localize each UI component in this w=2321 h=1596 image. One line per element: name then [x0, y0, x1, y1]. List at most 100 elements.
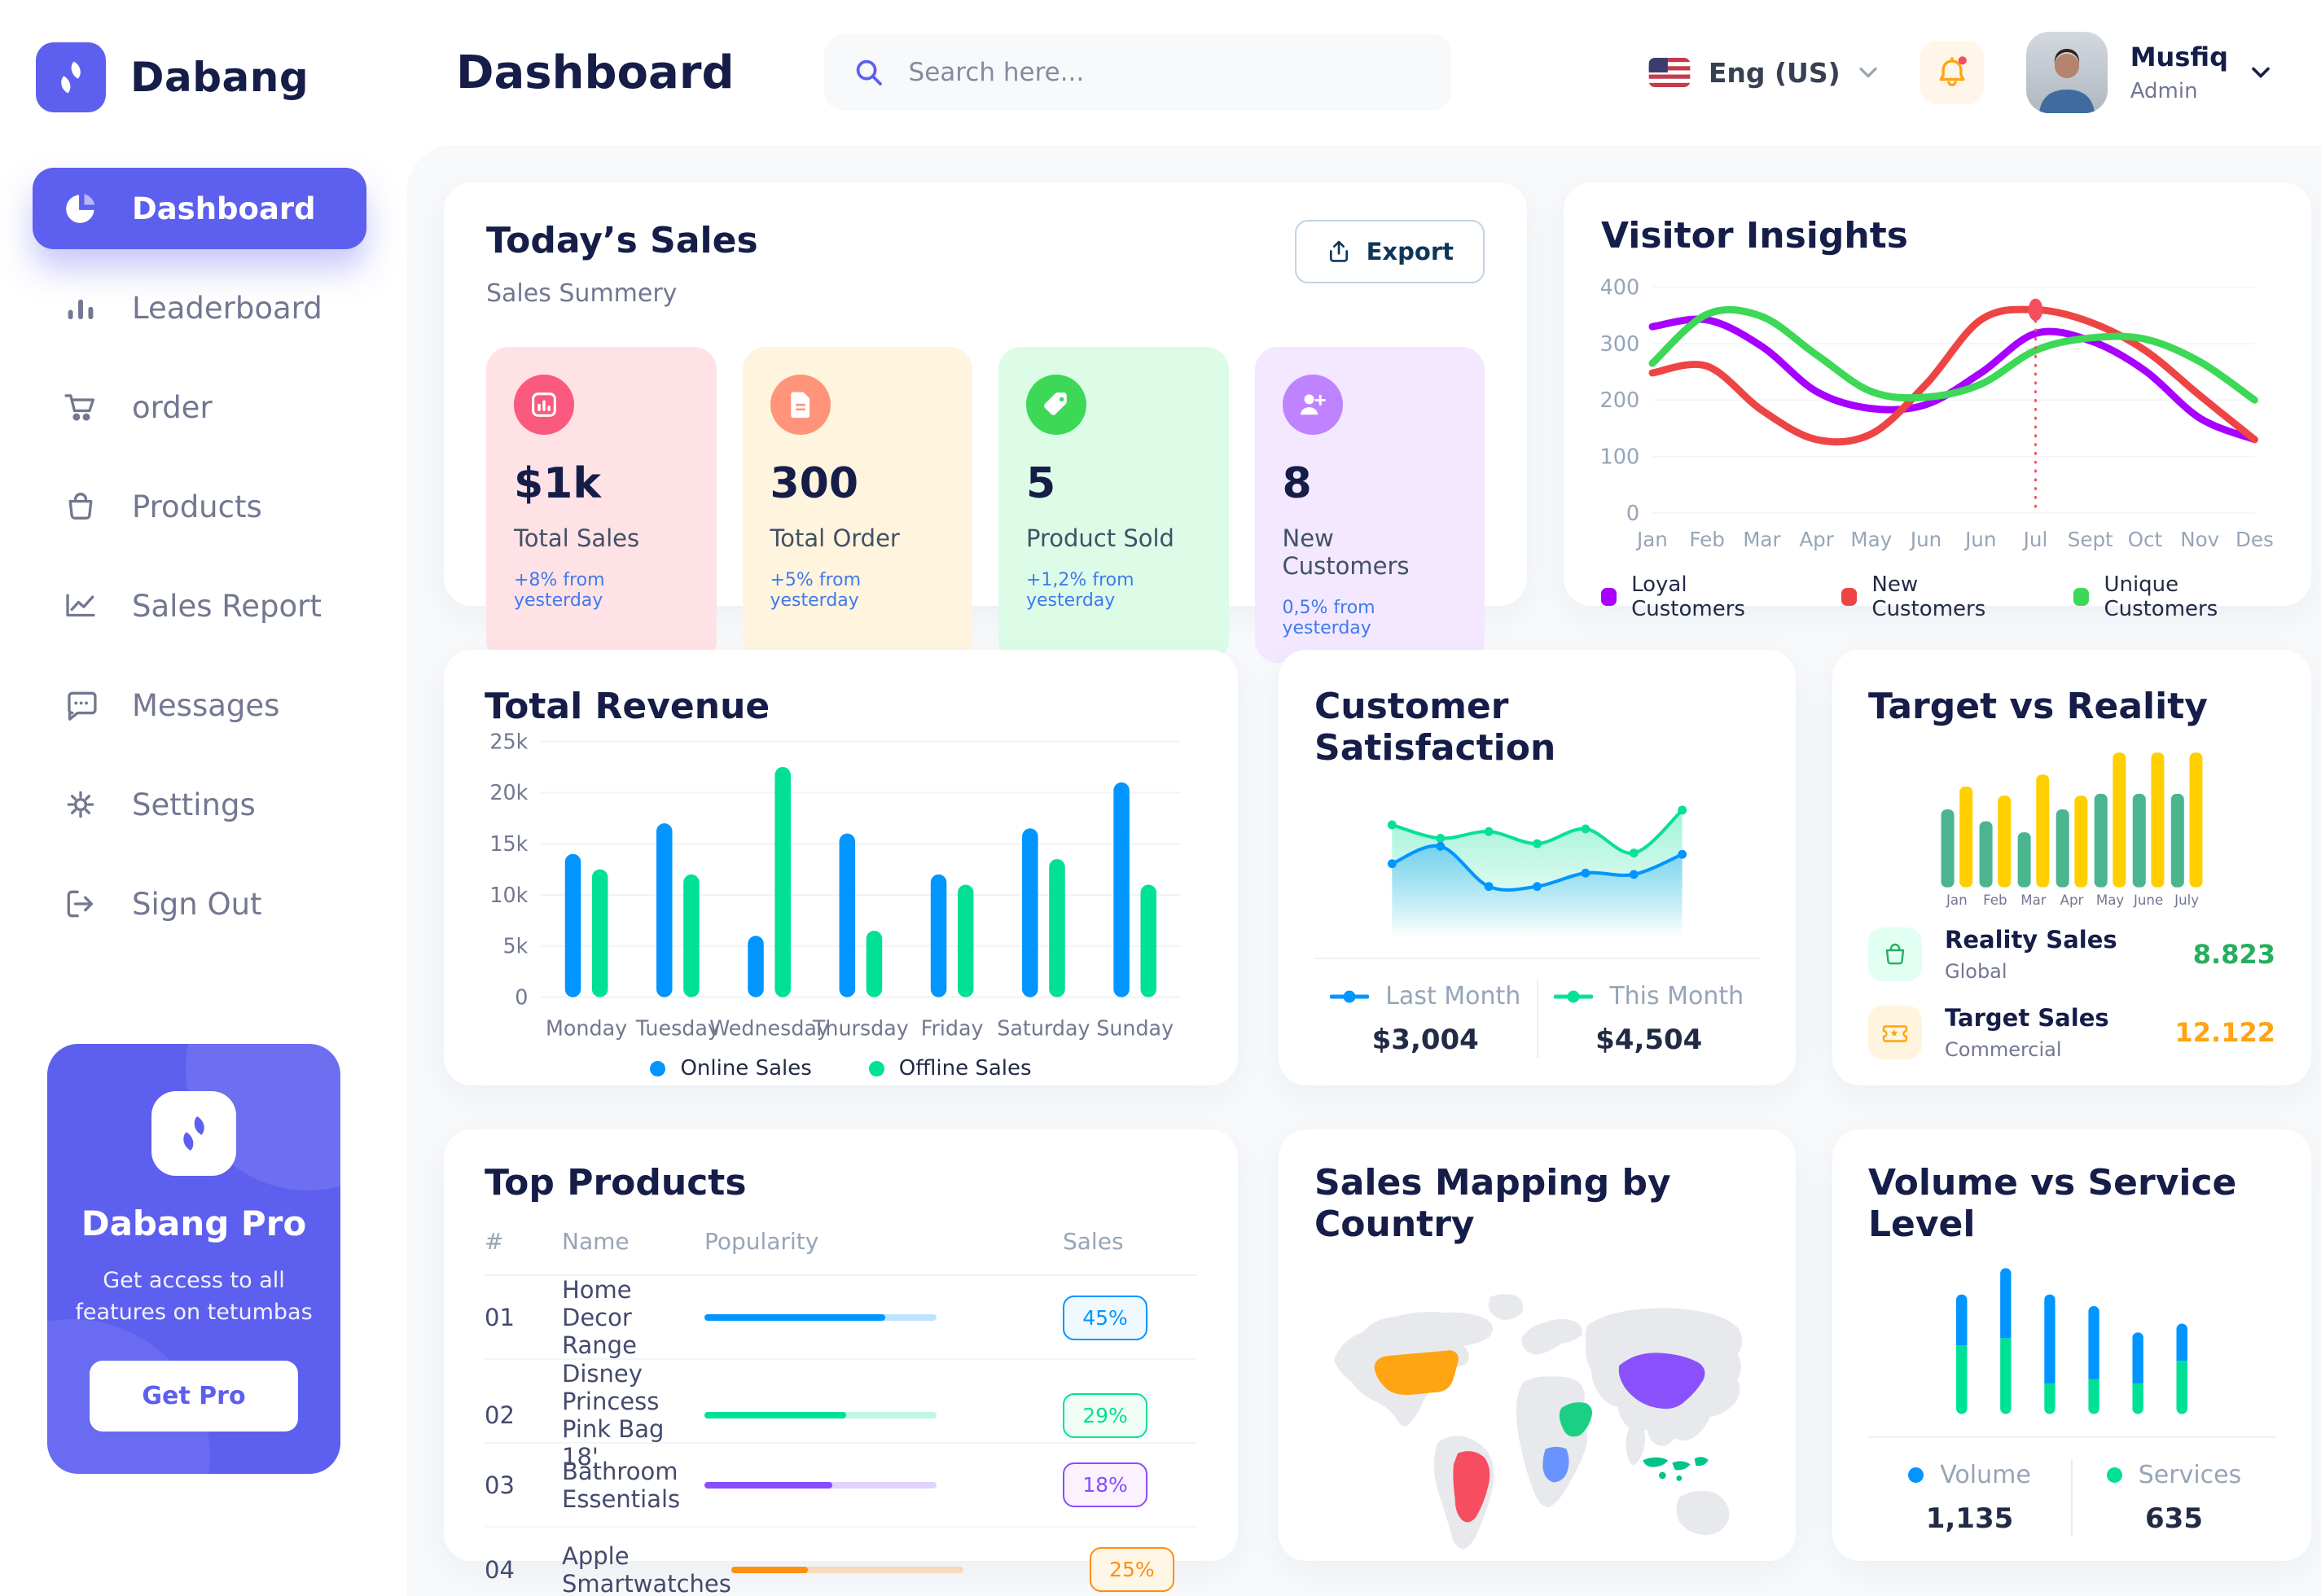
divider [1868, 1436, 2275, 1438]
sidebar: Dabang Dashboard Leaderboard order Produ… [0, 0, 407, 1596]
customer-satisfaction-legend: Last Month $3,004 This Month $4,504 [1314, 977, 1760, 1061]
svg-text:Friday: Friday [921, 1015, 984, 1040]
stat-tiles: $1k Total Sales +8% from yesterday 300 T… [486, 347, 1485, 663]
legend-subtitle: Global [1945, 960, 2007, 983]
svg-text:0: 0 [515, 984, 528, 1009]
message-icon [62, 686, 99, 724]
stat-label: Total Order [770, 524, 900, 552]
us-flag-icon [1648, 58, 1691, 87]
sidebar-item-label: Sign Out [132, 886, 262, 922]
total-revenue-card: Total Revenue 0 5k 10k 15k 20k 25k Monday Tuesd… [444, 650, 1238, 1085]
map-china [1618, 1353, 1705, 1410]
user-menu[interactable]: Musfiq Admin [2025, 32, 2271, 113]
stat-delta: +5% from yesterday [770, 570, 862, 611]
chevron-down-icon [2252, 67, 2270, 79]
map-indonesia [1643, 1457, 1709, 1481]
sidebar-item-products[interactable]: Products [33, 466, 366, 547]
svg-text:Feb: Feb [1689, 528, 1725, 551]
brand-logo-icon [36, 42, 106, 112]
export-icon [1329, 240, 1348, 262]
user-name: Musfiq [2130, 42, 2228, 72]
dashboard-content: Today’s Sales Sales Summery Export $1k T [407, 145, 2321, 1596]
popularity-bar [704, 1481, 937, 1489]
stat-value: 300 [770, 459, 859, 508]
avatar [2025, 32, 2108, 113]
pro-card-title: Dabang Pro [81, 1203, 307, 1243]
product-rank: 03 [485, 1471, 515, 1499]
column-header: # [485, 1228, 504, 1255]
legend-value: 1,135 [1925, 1502, 2014, 1535]
bag-icon [1868, 927, 1922, 981]
map-saudi-arabia [1559, 1402, 1593, 1437]
sidebar-item-messages[interactable]: Messages [33, 664, 366, 746]
top-products-title: Top Products [485, 1162, 747, 1204]
stat-new-customers: 8 New Customers 0,5% from yesterday [1254, 347, 1485, 663]
map-dr-congo [1542, 1446, 1569, 1483]
sales-mapping-card: Sales Mapping by Country [1279, 1129, 1796, 1561]
language-selector[interactable]: Eng (US) [1648, 57, 1878, 89]
sidebar-item-leaderboard[interactable]: Leaderboard [33, 267, 366, 349]
legend-item: Online Sales [650, 1056, 812, 1081]
customer-satisfaction-chart [1387, 805, 1687, 938]
legend-label: Offline Sales [898, 1056, 1032, 1081]
sidebar-item-label: Dashboard [132, 191, 316, 226]
sidebar-item-label: Products [132, 489, 262, 524]
svg-text:20k: 20k [489, 780, 528, 805]
sign-out-icon [62, 885, 99, 923]
sidebar-item-sales-report[interactable]: Sales Report [33, 565, 366, 647]
visitor-insights-chart: 0 100 200 300 400 Jan Feb Mar Apr May Jun Jun Jul Sep… [1601, 275, 2274, 551]
legend-swatch [2073, 588, 2090, 606]
legend-dot [650, 1060, 666, 1076]
legend-value: $4,504 [1595, 1024, 1703, 1056]
svg-text:25k: 25k [489, 730, 528, 753]
volume-vs-service-legend: Volume 1,135 Services 635 [1868, 1456, 2275, 1540]
visitor-insights-card: Visitor Insights 0 100 200 300 400 Jan Feb Mar A… [1564, 182, 2311, 621]
svg-text:Monday: Monday [546, 1015, 627, 1040]
svg-text:June: June [2133, 892, 2163, 908]
sales-mapping-title: Sales Mapping by Country [1314, 1162, 1671, 1245]
sales-badge: 29% [1063, 1392, 1147, 1438]
legend-value: $3,004 [1371, 1024, 1479, 1056]
row-2: Total Revenue 0 5k 10k 15k 20k 25k Monday Tuesd… [444, 650, 2311, 1085]
sidebar-item-sign-out[interactable]: Sign Out [33, 863, 366, 945]
svg-text:Jan: Jan [1946, 892, 1968, 908]
volume-vs-service-chart [1955, 1268, 2188, 1414]
map-united-states [1374, 1350, 1459, 1396]
legend-reality-sales: Reality Sales Global 8.823 [1868, 926, 2275, 983]
table-row: 04 Apple Smartwatches 25% [485, 1528, 1197, 1596]
svg-text:Des: Des [2235, 528, 2274, 551]
product-name: Bathroom Essentials [562, 1457, 681, 1513]
chart-icon [514, 375, 574, 435]
brand-logo[interactable]: Dabang [33, 42, 366, 112]
svg-text:400: 400 [1601, 275, 1639, 300]
product-rank: 02 [485, 1401, 515, 1429]
sidebar-item-dashboard[interactable]: Dashboard [33, 168, 366, 249]
legend-label: New Customers [1871, 572, 1986, 621]
legend-label: Unique Customers [2104, 572, 2218, 621]
user-plus-icon [1282, 375, 1343, 435]
legend-last-month: Last Month $3,004 [1314, 977, 1537, 1061]
svg-text:5k: 5k [503, 934, 529, 958]
legend-label: Last Month [1385, 982, 1521, 1011]
export-button[interactable]: Export [1294, 220, 1485, 283]
sidebar-item-order[interactable]: order [33, 366, 366, 448]
sidebar-item-settings[interactable]: Settings [33, 764, 366, 845]
todays-sales-card: Today’s Sales Sales Summery Export $1k T [444, 182, 1527, 663]
legend-target-sales: Target Sales Commercial 12.122 [1868, 1004, 2275, 1061]
popularity-bar [704, 1314, 937, 1321]
sales-badge: 18% [1063, 1462, 1147, 1507]
tag-icon [1026, 375, 1086, 435]
bell-icon [1939, 56, 1967, 86]
world-map [1333, 1294, 1743, 1550]
search-input[interactable] [906, 57, 1424, 88]
notifications-button[interactable] [1920, 41, 1984, 104]
legend-value: 635 [2145, 1502, 2203, 1535]
legend-title: Reality Sales [1945, 926, 2117, 954]
svg-text:Saturday: Saturday [997, 1015, 1090, 1040]
svg-text:Sept: Sept [2068, 528, 2113, 551]
legend-label: Services [2138, 1461, 2242, 1489]
legend-dot [868, 1060, 884, 1076]
divider [1314, 958, 1760, 959]
get-pro-button[interactable]: Get Pro [90, 1361, 298, 1432]
svg-text:Feb: Feb [1983, 892, 2007, 908]
